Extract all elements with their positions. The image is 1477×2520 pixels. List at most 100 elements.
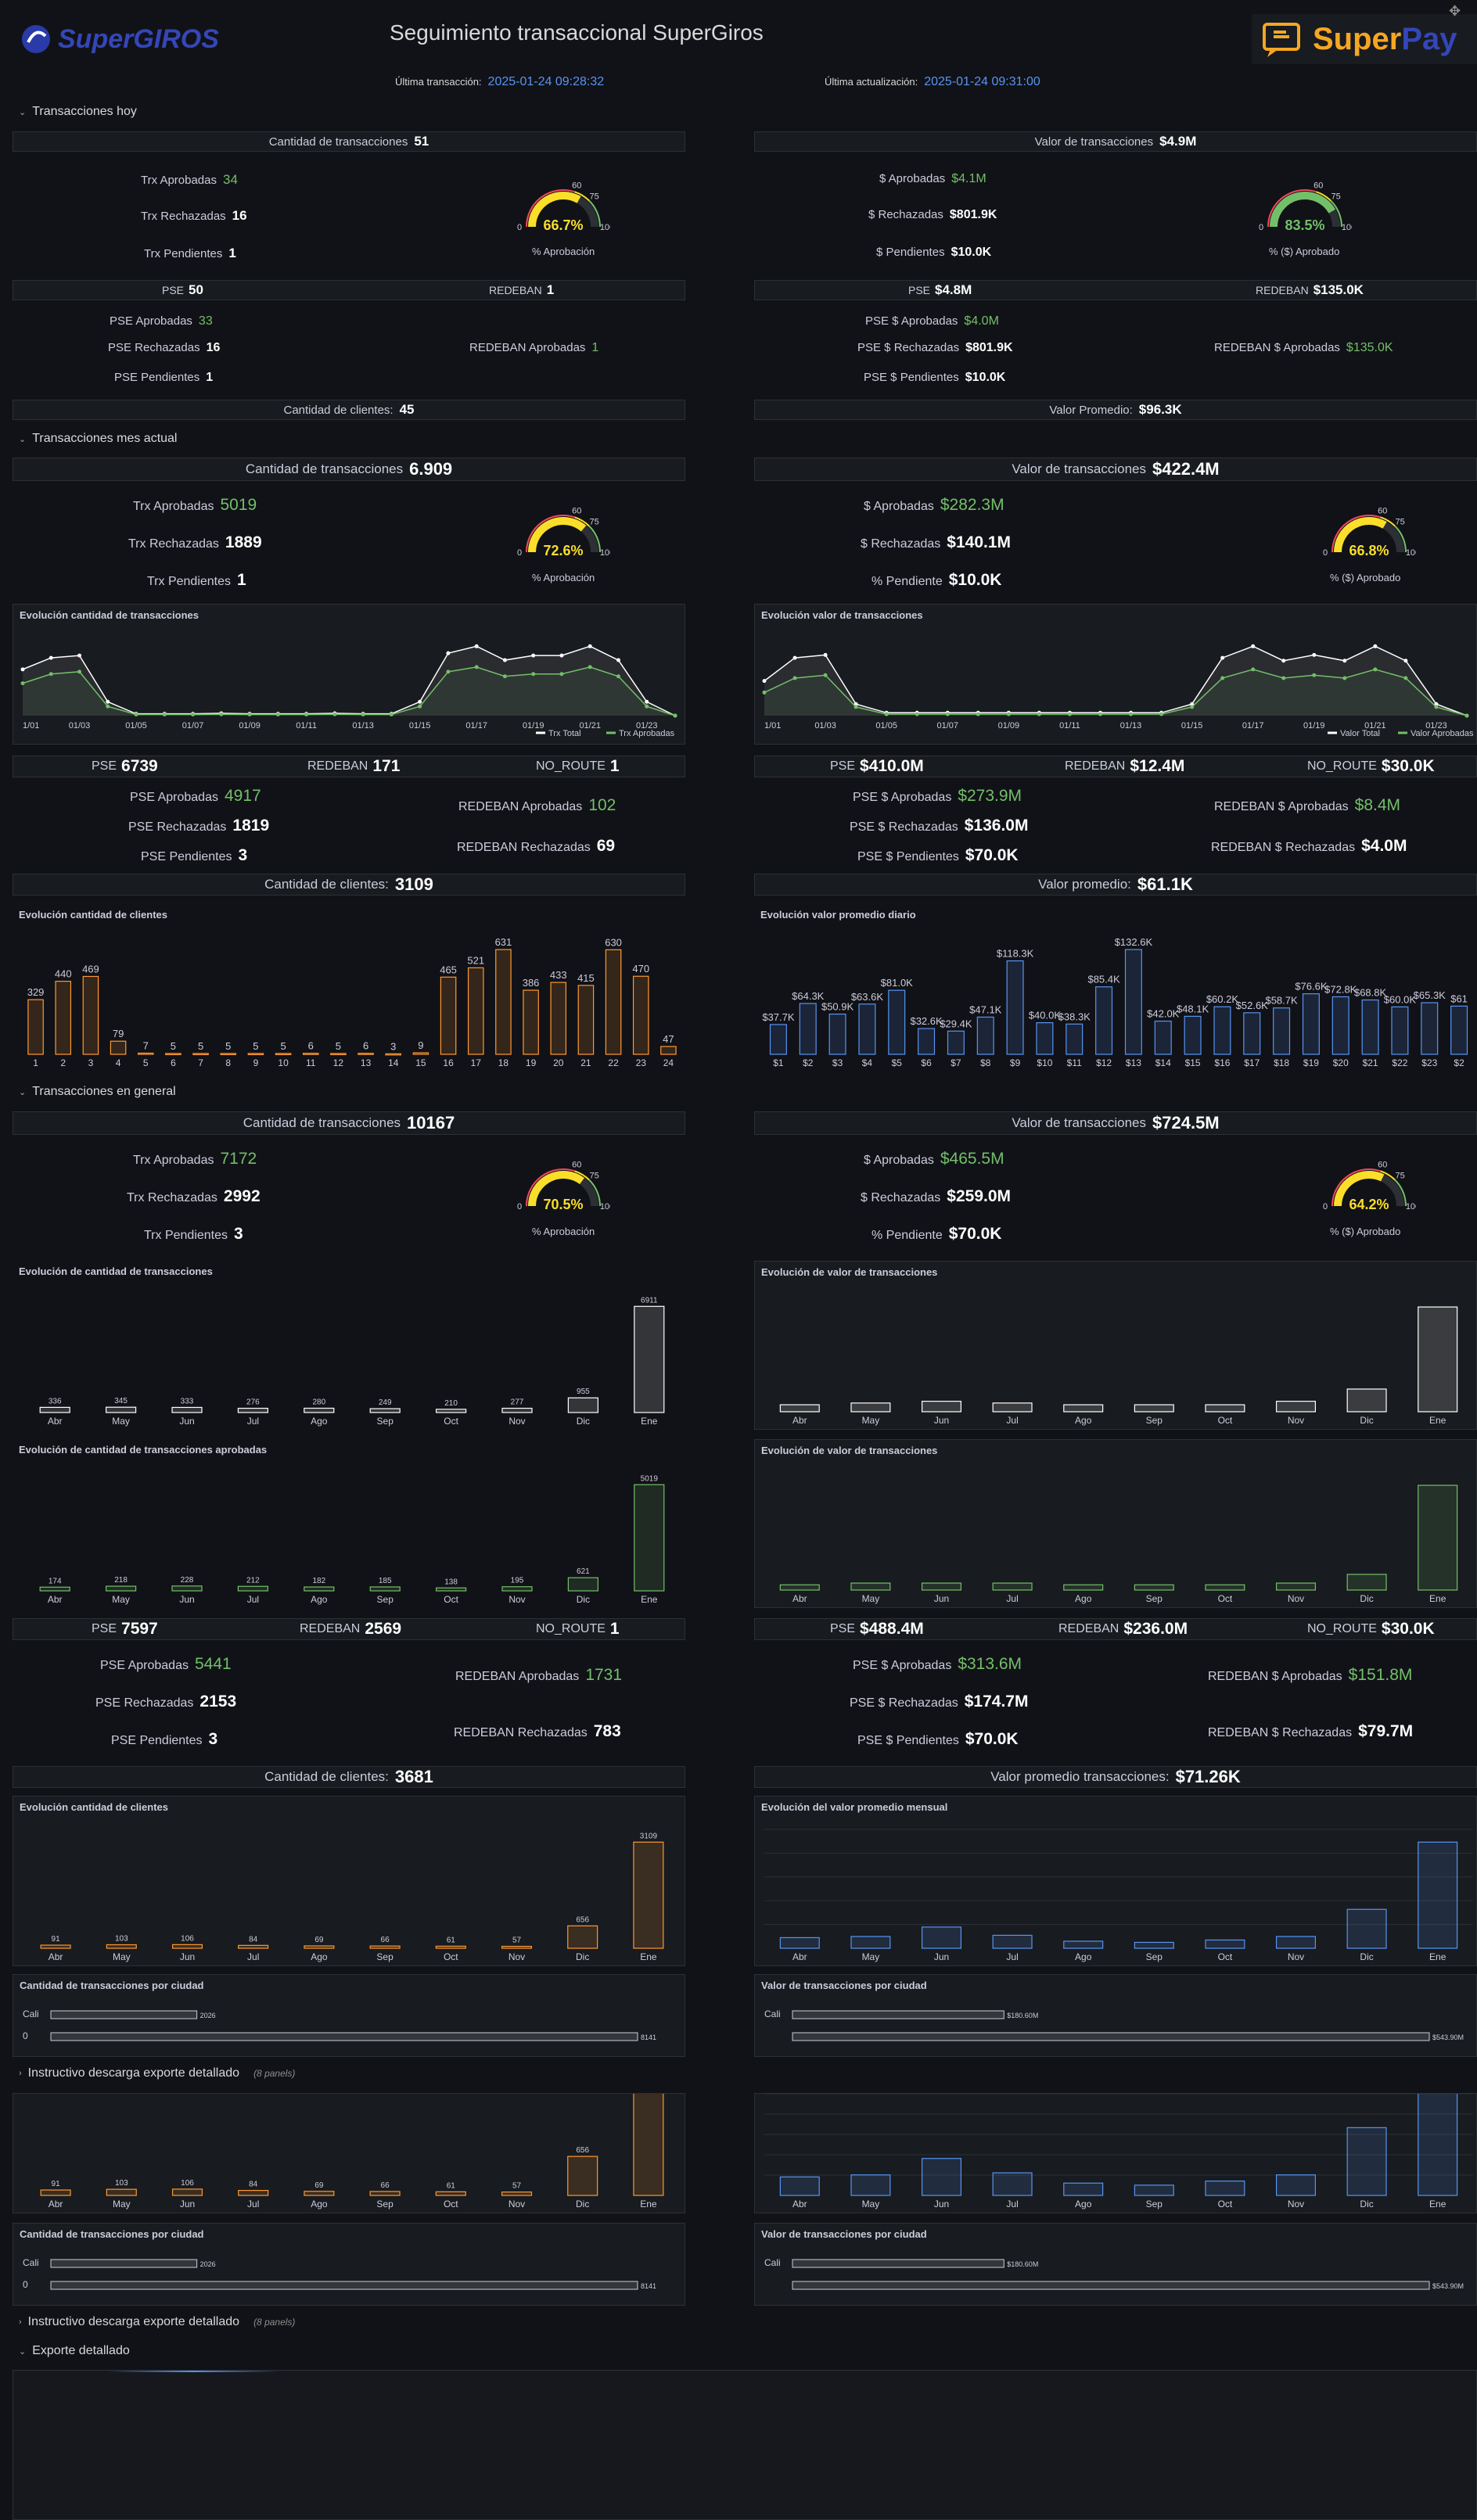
section-exporte[interactable]: ⌄ Exporte detallado	[19, 2344, 130, 2358]
value: 1889	[225, 533, 262, 551]
bar	[992, 1934, 1033, 1949]
gen-vpse-p: PSE $ Pendientes $70.0K	[857, 1730, 1019, 1749]
value: $10.0K	[948, 571, 1002, 589]
city-count-panel: Cantidad de transacciones por ciudad Cal…	[13, 1974, 685, 2057]
bar	[495, 949, 512, 1055]
value: $422.4M	[1152, 459, 1220, 479]
x-tick-label: 01/15	[409, 721, 431, 731]
bar	[238, 1944, 269, 1949]
label: PSE $ Rechazadas	[850, 820, 958, 834]
bar	[1243, 1012, 1261, 1055]
gauge-threshold-yellow	[574, 191, 590, 202]
bar	[1124, 949, 1142, 1055]
x-tick-label: May	[862, 2199, 880, 2209]
gauge-svg: 0 60 75 100 70.5%	[517, 1161, 614, 1212]
x-tick-label: Ene	[640, 2199, 657, 2209]
legend-label[interactable]: Valor Aprobadas	[1411, 729, 1474, 738]
x-tick-label: Jun	[179, 1416, 194, 1427]
value: 2153	[199, 1693, 237, 1711]
x-tick-label: Dic	[576, 1951, 589, 1962]
bar-value-label: 103	[115, 1935, 128, 1944]
gauge-tick-label: 60	[1313, 181, 1323, 191]
value: $4.0M	[1361, 837, 1407, 855]
section-hoy[interactable]: ⌄ Transacciones hoy	[19, 105, 137, 119]
x-tick-label: $6	[921, 1057, 932, 1068]
bar	[1346, 2127, 1387, 2196]
city-value-chart-dup: Cali $180.60M $543.90M	[764, 2257, 1464, 2290]
bar-value-label: 6	[308, 1040, 314, 1052]
legend-label[interactable]: Trx Aprobadas	[619, 729, 675, 738]
x-tick-label: $17	[1244, 1057, 1260, 1068]
bar	[1095, 986, 1113, 1055]
gauge-tick-label: 60	[1378, 1161, 1387, 1170]
legend-label[interactable]: Valor Total	[1340, 729, 1380, 738]
gen-avg-bar-chart: Abr May Jun Jul Ago Sep Oct Nov Dic Ene	[764, 1829, 1473, 1962]
value: 45	[399, 402, 415, 417]
x-tick-label: Nov	[1288, 1593, 1304, 1604]
bar	[779, 1937, 820, 1949]
bar-value-label: 440	[55, 968, 72, 980]
series-area	[23, 666, 675, 716]
x-tick-label: $22	[1392, 1057, 1407, 1068]
bar	[220, 1053, 237, 1056]
city-count-panel-dup: Cantidad de transacciones por ciudad Cal…	[13, 2223, 685, 2306]
bar-value-label: 84	[249, 1935, 258, 1944]
bar	[304, 2191, 335, 2196]
panel-title: Evolución cantidad de clientes	[19, 909, 167, 921]
gauge-tick-label: 0	[1323, 1202, 1328, 1212]
bar-value-label: 6	[363, 1040, 368, 1052]
chevron-down-icon: ⌄	[19, 1087, 27, 1097]
section-instructivo-2[interactable]: › Instructivo descarga exporte detallado (…	[19, 2315, 295, 2329]
data-point	[915, 712, 919, 716]
move-icon[interactable]: ✥	[1449, 3, 1461, 19]
bar	[40, 1944, 71, 1949]
label: REDEBAN	[1058, 1622, 1119, 1635]
x-tick-label: Sep	[1146, 1593, 1163, 1604]
mes-count-bar: Cantidad de transacciones 6.909	[13, 458, 685, 481]
label: PSE Pendientes	[114, 371, 200, 384]
gen-vred-a: REDEBAN $ Aprobadas $151.8M	[1208, 1666, 1412, 1685]
section-general[interactable]: ⌄ Transacciones en general	[19, 1085, 176, 1099]
bar	[1275, 1936, 1317, 1949]
panel-title: Evolución del valor promedio mensual	[761, 1801, 948, 1813]
legend-label[interactable]: Trx Total	[548, 729, 581, 738]
x-tick-label: Ago	[311, 1416, 328, 1427]
section-instructivo[interactable]: › Instructivo descarga exporte detallado (…	[19, 2066, 1477, 2080]
gen-vaprob: $ Aprobadas $465.5M	[864, 1150, 1004, 1168]
x-tick-label: 8	[225, 1057, 231, 1068]
value: 1731	[585, 1666, 623, 1684]
bar	[358, 1053, 374, 1055]
bar	[467, 967, 484, 1055]
label: NO_ROUTE	[536, 759, 606, 773]
value: 16	[206, 341, 221, 354]
value: 34	[223, 172, 238, 187]
bar	[238, 2190, 269, 2196]
value: $801.9K	[949, 208, 997, 221]
bar-value-label: 5	[253, 1040, 258, 1052]
section-mes[interactable]: ⌄ Transacciones mes actual	[19, 432, 177, 446]
bar	[605, 949, 622, 1055]
city-label: 0	[23, 2279, 28, 2290]
x-tick-label: 01/09	[998, 721, 1020, 731]
x-tick-label: 01/15	[1181, 721, 1203, 731]
bar-value-label: $37.7K	[762, 1011, 795, 1023]
label: Cantidad de clientes:	[264, 877, 389, 892]
gauge-tick-label: 100	[1342, 223, 1352, 232]
data-point	[531, 672, 536, 677]
x-tick-label: Nov	[1288, 1415, 1304, 1426]
x-tick-label: Jun	[934, 1415, 949, 1426]
data-point	[1067, 712, 1072, 716]
x-tick-label: Jun	[179, 1594, 194, 1605]
bar	[106, 1406, 137, 1413]
label: $ Aprobadas	[864, 1154, 934, 1167]
data-point	[762, 690, 767, 695]
value: $96.3K	[1138, 402, 1182, 417]
data-point	[1006, 712, 1011, 716]
bar	[369, 2191, 401, 2196]
bar-value-label: 212	[246, 1576, 260, 1585]
value: 3	[208, 1730, 218, 1748]
data-point	[446, 669, 451, 674]
gauge-tick-label: 100	[1406, 548, 1416, 558]
label: PSE $ Aprobadas	[853, 1659, 952, 1672]
x-tick-label: 11	[306, 1057, 316, 1068]
